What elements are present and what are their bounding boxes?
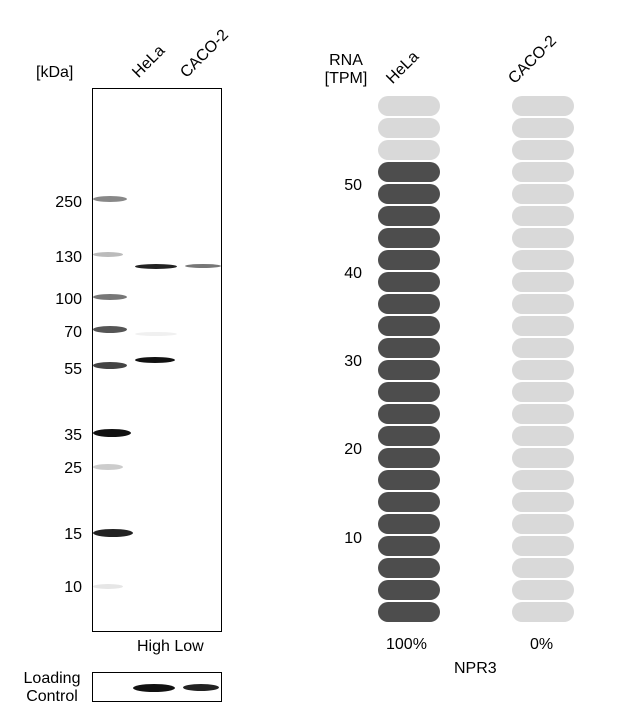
rna-segment (512, 316, 574, 336)
loading-control-panel (92, 672, 222, 702)
rna-segment (512, 338, 574, 358)
ladder-band-55 (93, 362, 127, 369)
rna-segment (378, 470, 440, 490)
rna-segment (378, 602, 440, 622)
rna-segment (378, 294, 440, 314)
rna-label-caco2: CACO-2 (505, 32, 561, 88)
rna-segment (512, 96, 574, 116)
marker-25: 25 (64, 460, 82, 477)
rna-segment (378, 448, 440, 468)
rna-segment (512, 382, 574, 402)
ladder-band-100 (93, 294, 127, 300)
rna-segment (378, 228, 440, 248)
caco2-band-130 (185, 264, 221, 268)
rna-segment (512, 470, 574, 490)
marker-100: 100 (55, 291, 82, 308)
marker-55: 55 (64, 361, 82, 378)
y-tick-40: 40 (344, 265, 362, 282)
hela-band-130 (135, 264, 177, 269)
rna-ylabel-line1: RNA (329, 52, 363, 69)
rna-segment (512, 228, 574, 248)
loading-control-line2: Control (26, 688, 78, 705)
rna-column-caco2 (512, 96, 574, 626)
rna-segment (378, 316, 440, 336)
y-tick-50: 50 (344, 177, 362, 194)
rna-segment (378, 536, 440, 556)
ladder-band-15 (93, 529, 133, 537)
rna-segment (378, 338, 440, 358)
marker-70: 70 (64, 324, 82, 341)
rna-column-hela (378, 96, 440, 626)
marker-130: 130 (55, 249, 82, 266)
rna-segment (378, 162, 440, 182)
rna-label-hela: HeLa (383, 48, 423, 88)
ladder-band-130 (93, 252, 123, 257)
rna-segment (378, 184, 440, 204)
percent-hela: 100% (386, 636, 427, 653)
gene-name: NPR3 (454, 660, 497, 677)
rna-segment (378, 382, 440, 402)
rna-ylabel-line2: [TPM] (324, 70, 368, 87)
rna-ylabel: RNA [TPM] (320, 52, 372, 88)
rna-segment (378, 360, 440, 380)
rna-segment (512, 360, 574, 380)
rna-segment (512, 206, 574, 226)
loading-band-caco2 (183, 684, 219, 691)
rna-segment (378, 140, 440, 160)
rna-segment (512, 162, 574, 182)
rna-segment (512, 118, 574, 138)
rna-segment (512, 514, 574, 534)
rna-segment (512, 448, 574, 468)
rna-segment (378, 96, 440, 116)
marker-15: 15 (64, 526, 82, 543)
rna-segment (512, 250, 574, 270)
loading-control-line1: Loading (23, 670, 81, 687)
percent-caco2: 0% (530, 636, 554, 653)
rna-segment (378, 514, 440, 534)
y-tick-30: 30 (344, 353, 362, 370)
rna-segment (512, 536, 574, 556)
rna-segment (378, 206, 440, 226)
ladder-band-35 (93, 429, 131, 437)
rna-segment (512, 426, 574, 446)
western-blot-panel (92, 88, 222, 632)
rna-segment (378, 272, 440, 292)
marker-250: 250 (55, 194, 82, 211)
kda-label: [kDa] (36, 64, 74, 81)
rna-segment (378, 250, 440, 270)
marker-10: 10 (64, 579, 82, 596)
rna-segment (512, 140, 574, 160)
rna-segment (378, 558, 440, 578)
marker-35: 35 (64, 427, 82, 444)
ladder-band-250 (93, 196, 127, 202)
rna-segment (512, 294, 574, 314)
hela-band-55 (135, 357, 175, 363)
hela-band-70-faint (135, 332, 177, 336)
rna-segment (378, 404, 440, 424)
rna-segment (378, 426, 440, 446)
rna-segment (512, 580, 574, 600)
rna-segment (512, 558, 574, 578)
rna-segment (378, 580, 440, 600)
rna-segment (512, 492, 574, 512)
level-labels: High Low (137, 638, 204, 655)
ladder-band-10 (93, 584, 123, 589)
y-tick-10: 10 (344, 530, 362, 547)
ladder-band-25 (93, 464, 123, 470)
y-tick-20: 20 (344, 441, 362, 458)
rna-segment (378, 118, 440, 138)
loading-control-label: Loading Control (18, 670, 86, 706)
ladder-band-70 (93, 326, 127, 333)
loading-band-hela (133, 684, 175, 692)
lane-label-caco2: CACO-2 (177, 26, 233, 82)
rna-segment (512, 404, 574, 424)
rna-segment (512, 272, 574, 292)
rna-segment (378, 492, 440, 512)
rna-segment (512, 602, 574, 622)
lane-label-hela: HeLa (129, 42, 169, 82)
rna-segment (512, 184, 574, 204)
